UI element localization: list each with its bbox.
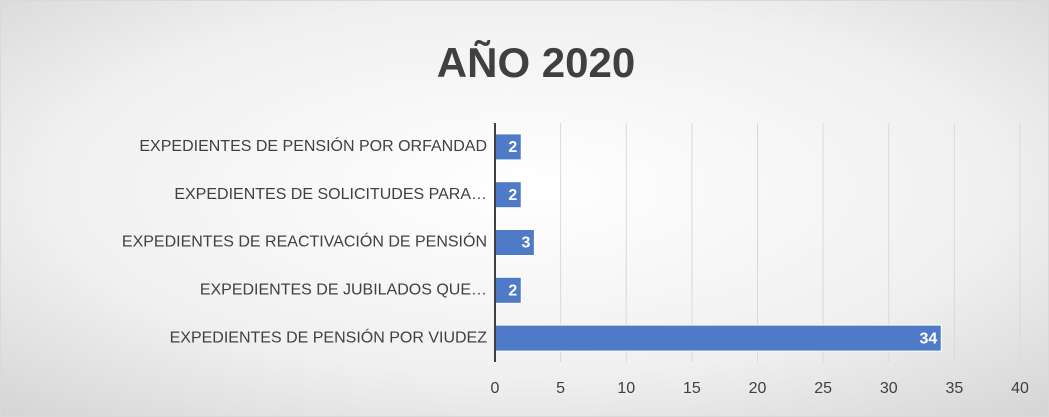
y-tick-label: EXPEDIENTES DE PENSIÓN POR ORFANDAD bbox=[139, 136, 487, 155]
chart-title: AÑO 2020 bbox=[437, 39, 635, 86]
y-tick-label: EXPEDIENTES DE PENSIÓN POR VIUDEZ bbox=[170, 327, 488, 346]
data-label: 2 bbox=[508, 187, 517, 204]
x-tick-label: 20 bbox=[749, 380, 767, 397]
bar bbox=[494, 324, 942, 352]
x-tick-label: 35 bbox=[945, 380, 963, 397]
data-label: 3 bbox=[521, 235, 530, 252]
y-tick-label: EXPEDIENTES DE SOLICITUDES PARA… bbox=[174, 186, 487, 203]
data-label: 2 bbox=[508, 139, 517, 156]
x-tick-label: 15 bbox=[683, 380, 701, 397]
x-tick-label: 40 bbox=[1011, 380, 1029, 397]
x-tick-label: 25 bbox=[814, 380, 832, 397]
data-label: 34 bbox=[919, 330, 937, 347]
x-tick-label: 0 bbox=[491, 380, 500, 397]
y-tick-label: EXPEDIENTES DE JUBILADOS QUE… bbox=[200, 282, 487, 299]
x-tick-label: 5 bbox=[556, 380, 565, 397]
x-tick-label: 10 bbox=[617, 380, 635, 397]
bars: 2 2 3 2 34 bbox=[494, 133, 942, 352]
data-label: 2 bbox=[508, 283, 517, 300]
y-tick-label: EXPEDIENTES DE REACTIVACIÓN DE PENSIÓN bbox=[122, 232, 487, 251]
x-tick-label: 30 bbox=[880, 380, 898, 397]
bar bbox=[494, 229, 535, 256]
bar bbox=[494, 181, 522, 209]
